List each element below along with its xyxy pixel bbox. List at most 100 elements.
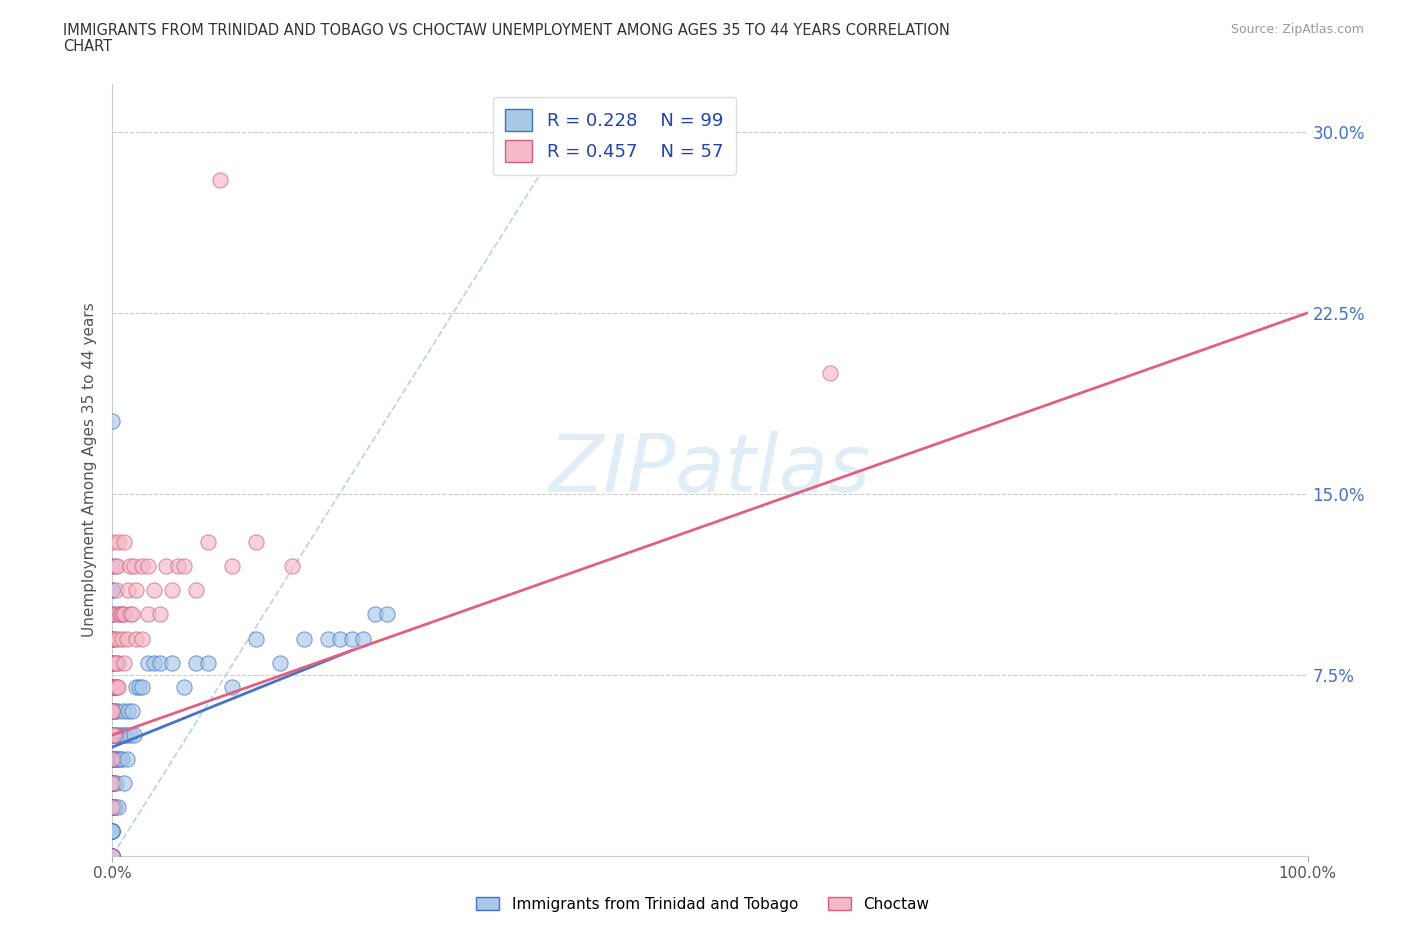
Point <box>197 656 219 671</box>
Point <box>107 727 129 742</box>
Point <box>292 631 315 646</box>
Legend: R = 0.228    N = 99, R = 0.457    N = 57: R = 0.228 N = 99, R = 0.457 N = 57 <box>492 97 737 175</box>
Point <box>101 703 124 718</box>
Point <box>111 631 134 646</box>
Point <box>101 751 124 766</box>
Point <box>101 824 124 839</box>
Point <box>173 679 195 694</box>
Point <box>209 173 232 188</box>
Point <box>101 703 124 718</box>
Point <box>155 559 177 574</box>
Point <box>107 751 129 766</box>
Point <box>105 656 128 671</box>
Point <box>101 751 124 766</box>
Point <box>101 559 124 574</box>
Point <box>101 607 124 622</box>
Point <box>101 800 124 815</box>
Point <box>111 751 134 766</box>
Point <box>125 679 148 694</box>
Point <box>101 751 124 766</box>
Point <box>101 800 124 815</box>
Point <box>101 631 124 646</box>
Point <box>104 751 127 766</box>
Point <box>107 535 129 550</box>
Point <box>162 583 183 598</box>
Point <box>117 583 139 598</box>
Point <box>101 631 124 646</box>
Point <box>245 631 267 646</box>
Point <box>105 727 128 742</box>
Point <box>101 727 124 742</box>
Point <box>125 583 148 598</box>
Point <box>101 656 124 671</box>
Legend: Immigrants from Trinidad and Tobago, Choctaw: Immigrants from Trinidad and Tobago, Cho… <box>470 890 936 918</box>
Point <box>101 824 124 839</box>
Point <box>101 848 124 863</box>
Point <box>117 703 139 718</box>
Point <box>131 559 153 574</box>
Point <box>112 607 135 622</box>
Text: ZIPatlas: ZIPatlas <box>548 431 872 509</box>
Point <box>114 607 135 622</box>
Point <box>101 776 124 790</box>
Point <box>101 727 124 742</box>
Point <box>818 365 841 380</box>
Point <box>120 607 142 622</box>
Point <box>186 583 208 598</box>
Point <box>103 727 125 742</box>
Point <box>107 800 129 815</box>
Point <box>101 848 124 863</box>
Point <box>101 800 124 815</box>
Point <box>108 607 131 622</box>
Point <box>101 848 124 863</box>
Point <box>186 656 208 671</box>
Point <box>131 631 153 646</box>
Point <box>162 656 183 671</box>
Point <box>101 800 124 815</box>
Point <box>101 824 124 839</box>
Point <box>101 679 124 694</box>
Point <box>101 607 124 622</box>
Point <box>105 751 128 766</box>
Point <box>114 727 135 742</box>
Point <box>105 679 128 694</box>
Point <box>101 583 124 598</box>
Point <box>105 559 128 574</box>
Point <box>101 776 124 790</box>
Point <box>143 583 166 598</box>
Point <box>104 679 127 694</box>
Point <box>352 631 374 646</box>
Point <box>101 848 124 863</box>
Point <box>121 607 143 622</box>
Point <box>101 848 124 863</box>
Point <box>101 631 124 646</box>
Point <box>112 703 135 718</box>
Point <box>105 679 128 694</box>
Point <box>105 607 128 622</box>
Point <box>125 631 148 646</box>
Point <box>329 631 352 646</box>
Y-axis label: Unemployment Among Ages 35 to 44 years: Unemployment Among Ages 35 to 44 years <box>82 302 97 637</box>
Point <box>120 727 142 742</box>
Point <box>107 631 129 646</box>
Point <box>115 631 138 646</box>
Point <box>101 656 124 671</box>
Point <box>101 776 124 790</box>
Point <box>107 656 129 671</box>
Point <box>316 631 339 646</box>
Point <box>221 679 243 694</box>
Point <box>101 824 124 839</box>
Point <box>115 751 138 766</box>
Point <box>245 535 267 550</box>
Point <box>122 559 145 574</box>
Text: Source: ZipAtlas.com: Source: ZipAtlas.com <box>1230 23 1364 36</box>
Point <box>269 656 291 671</box>
Point <box>114 535 135 550</box>
Point <box>101 848 124 863</box>
Point <box>114 727 136 742</box>
Point <box>101 631 124 646</box>
Point <box>105 703 128 718</box>
Point <box>101 535 124 550</box>
Point <box>101 583 124 598</box>
Point <box>138 559 160 574</box>
